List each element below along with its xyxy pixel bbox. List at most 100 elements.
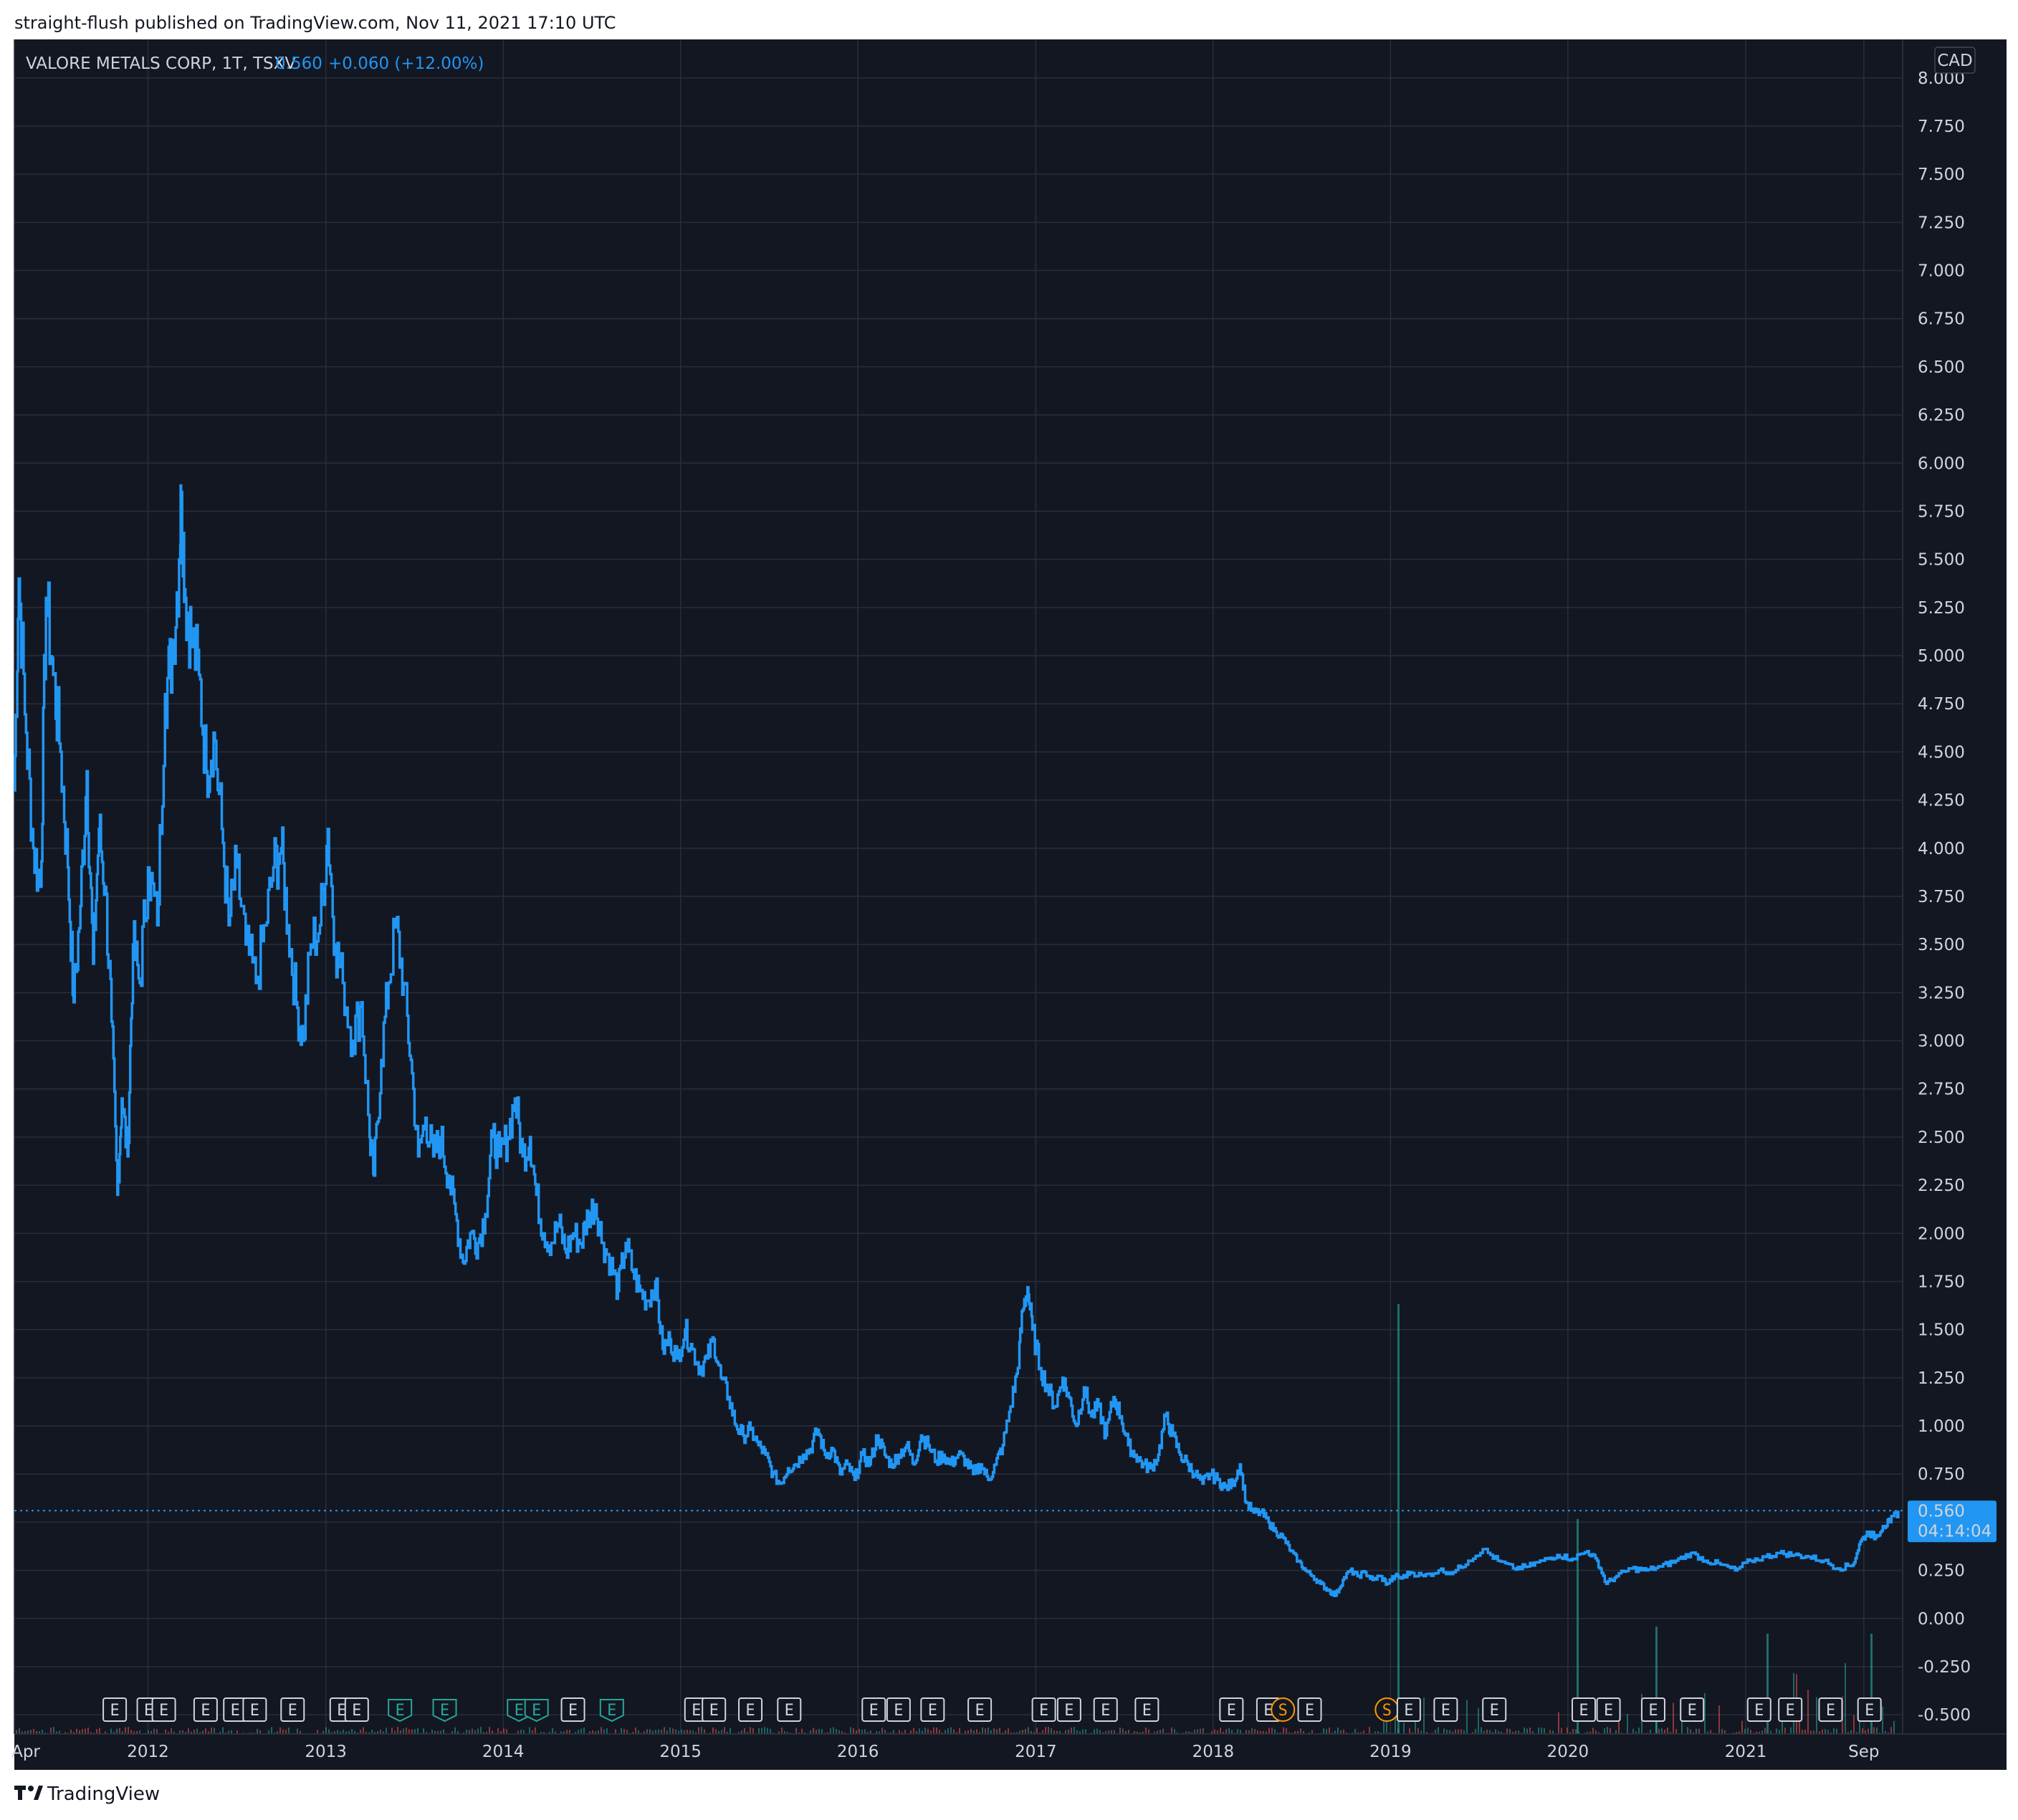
volume-bar [1830, 1732, 1832, 1734]
volume-bar [1082, 1729, 1084, 1734]
earnings-marker[interactable]: E [1857, 1697, 1882, 1722]
volume-bar [503, 1728, 505, 1734]
earnings-marker[interactable]: E [432, 1699, 457, 1723]
volume-bar [687, 1730, 688, 1734]
earnings-marker[interactable]: E [1818, 1697, 1843, 1722]
volume-bar [1498, 1730, 1499, 1734]
earnings-marker[interactable]: E [1093, 1697, 1118, 1722]
volume-bar [1455, 1729, 1456, 1734]
time-axis[interactable]: Apr 2012 2013 2014 2015 2016 2017 2018 2019 2020 2… [11, 1733, 2007, 1761]
volume-bar [910, 1730, 912, 1734]
earnings-marker[interactable]: E [524, 1699, 549, 1723]
volume-bar [1615, 1730, 1617, 1734]
volume-bar [1664, 1729, 1665, 1734]
published-caption: straight-flush published on TradingView.… [14, 13, 616, 33]
volume-bar [1071, 1727, 1072, 1734]
earnings-marker[interactable]: E [702, 1697, 727, 1722]
volume-bar [1592, 1728, 1594, 1734]
earnings-marker[interactable]: E [344, 1697, 369, 1722]
volume-bar [1228, 1728, 1230, 1734]
volume-bar [1157, 1730, 1158, 1734]
volume-bar [1558, 1712, 1559, 1734]
earnings-marker[interactable]: E [151, 1697, 176, 1722]
volume-bar [1541, 1727, 1542, 1734]
volume-bar [236, 1730, 238, 1734]
volume-bar [1526, 1728, 1528, 1734]
tradingview-logo[interactable]: TradingView [14, 1783, 160, 1805]
earnings-marker[interactable]: E [1134, 1697, 1159, 1722]
earnings-marker[interactable]: E [1219, 1697, 1244, 1722]
earnings-marker[interactable]: E [388, 1699, 413, 1723]
price-axis[interactable]: -0.500-0.2500.0000.2500.5000.7501.0001.2… [1902, 39, 1971, 1734]
volume-bar [24, 1730, 26, 1734]
volume-bar [1257, 1730, 1258, 1734]
volume-bar [1710, 1730, 1711, 1734]
volume-bar [173, 1731, 175, 1734]
volume-bar [1589, 1731, 1591, 1734]
currency-badge[interactable]: CAD [1934, 47, 1976, 74]
earnings-marker[interactable]: E [102, 1697, 128, 1722]
earnings-marker[interactable]: E [1640, 1697, 1665, 1722]
volume-bar [1194, 1729, 1195, 1734]
volume-bar [1202, 1728, 1204, 1734]
volume-bar [1481, 1727, 1482, 1734]
earnings-marker[interactable]: E [777, 1697, 802, 1722]
y-tick-label: 1.000 [1918, 1417, 1965, 1436]
volume-bar [1561, 1728, 1562, 1734]
volume-bar [589, 1731, 590, 1734]
volume-bar [1813, 1730, 1814, 1734]
earnings-marker[interactable]: E [967, 1697, 993, 1722]
volume-bar [1030, 1730, 1032, 1734]
earnings-marker[interactable]: E [193, 1697, 218, 1722]
volume-bar [1174, 1729, 1175, 1734]
split-marker[interactable]: S [1271, 1697, 1296, 1722]
volume-bar [477, 1728, 479, 1734]
volume-bar [664, 1727, 665, 1734]
earnings-marker-label: E [568, 1702, 578, 1720]
volume-bar [423, 1728, 424, 1734]
earnings-marker[interactable]: E [1056, 1697, 1081, 1722]
earnings-marker[interactable]: E [1571, 1697, 1596, 1722]
volume-bar [340, 1731, 341, 1734]
volume-bar [1409, 1728, 1410, 1734]
volume-bar [165, 1729, 166, 1734]
earnings-marker[interactable]: E [1596, 1697, 1621, 1722]
earnings-marker[interactable]: E [1297, 1697, 1322, 1722]
earnings-marker[interactable]: E [1680, 1697, 1705, 1722]
volume-bar [99, 1728, 100, 1734]
volume-bar [1458, 1729, 1459, 1734]
y-tick-label: 7.000 [1918, 262, 1965, 281]
volume-bar [27, 1730, 29, 1734]
earnings-marker-label: E [352, 1702, 361, 1720]
earnings-marker[interactable]: E [861, 1697, 886, 1722]
earnings-marker[interactable]: E [738, 1697, 763, 1722]
volume-bar [1847, 1731, 1849, 1734]
earnings-marker[interactable]: E [920, 1697, 945, 1722]
earnings-marker[interactable]: E [599, 1699, 624, 1723]
brand-name: TradingView [47, 1783, 160, 1805]
earnings-marker[interactable]: E [1031, 1697, 1056, 1722]
volume-bar [30, 1730, 32, 1734]
earnings-marker[interactable]: E [242, 1697, 267, 1722]
volume-bar [480, 1727, 482, 1734]
earnings-marker[interactable]: E [280, 1697, 305, 1722]
earnings-marker[interactable]: E [560, 1697, 585, 1722]
volume-bar [1022, 1729, 1023, 1734]
earnings-marker[interactable]: E [1396, 1697, 1421, 1722]
earnings-marker-label: E [1490, 1702, 1499, 1720]
earnings-marker[interactable]: E [223, 1697, 248, 1722]
y-tick-label: 0.750 [1918, 1465, 1965, 1484]
volume-bar [1240, 1730, 1241, 1734]
volume-bar [861, 1730, 863, 1734]
earnings-marker[interactable]: E [886, 1697, 911, 1722]
volume-bar [1033, 1731, 1035, 1734]
volume-bar [1085, 1729, 1086, 1734]
earnings-marker[interactable]: E [1482, 1697, 1507, 1722]
earnings-marker[interactable]: E [1746, 1697, 1771, 1722]
split-marker[interactable]: S [1374, 1697, 1400, 1722]
earnings-marker[interactable]: E [1433, 1697, 1458, 1722]
earnings-marker[interactable]: E [1778, 1697, 1803, 1722]
x-tick-label: 2021 [1725, 1743, 1767, 1761]
volume-bar [431, 1729, 433, 1734]
